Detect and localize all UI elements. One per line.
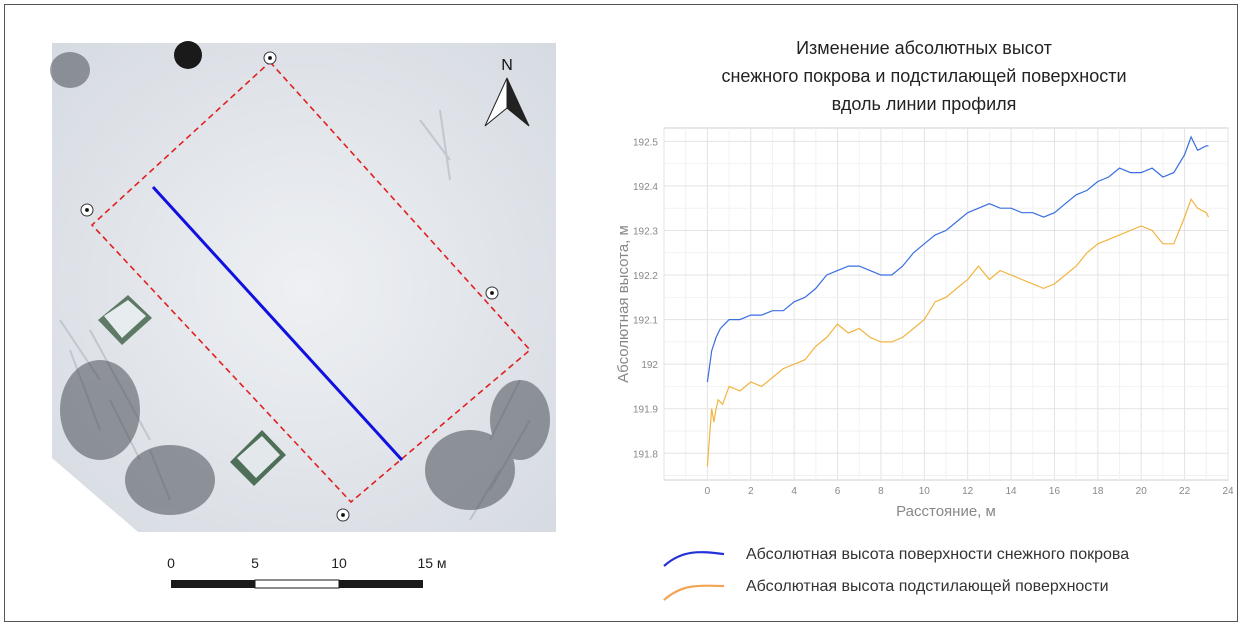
- y-tick-label: 192.4: [633, 182, 658, 193]
- x-tick-label: 8: [878, 486, 884, 497]
- aerial-photo-map: N 0 5 10 15 м: [50, 41, 556, 589]
- scale-label-0: 0: [167, 555, 175, 571]
- x-tick-label: 14: [1006, 486, 1018, 497]
- x-tick-label: 24: [1222, 486, 1234, 497]
- tree-clusters: [50, 52, 550, 515]
- y-tick-label: 191.9: [633, 405, 658, 416]
- y-axis-label: Абсолютная высота, м: [615, 225, 632, 383]
- y-tick-label: 191.8: [633, 449, 658, 460]
- x-tick-label: 22: [1179, 486, 1191, 497]
- scale-label-10: 10: [331, 555, 347, 571]
- well: [174, 41, 202, 69]
- y-tick-label: 192: [641, 360, 658, 371]
- control-point: [80, 51, 499, 522]
- chart-title-line-1: Изменение абсолютных высот: [796, 38, 1052, 58]
- photo-area: [52, 43, 556, 532]
- y-tick-label: 192.1: [633, 316, 658, 327]
- chart-title-line-3: вдоль линии профиля: [831, 94, 1017, 114]
- chart-title-line-2: снежного покрова и подстилающей поверхно…: [721, 66, 1127, 86]
- x-tick-label: 6: [835, 486, 841, 497]
- x-tick-label: 12: [962, 486, 974, 497]
- legend-label-snow: Абсолютная высота поверхности снежного п…: [746, 546, 1130, 563]
- x-tick-label: 18: [1092, 486, 1104, 497]
- x-tick-label: 0: [705, 486, 711, 497]
- y-tick-label: 192.5: [633, 137, 658, 148]
- legend-swatch-snow: [663, 551, 725, 567]
- y-tick-label: 192.3: [633, 226, 658, 237]
- series-line-snow: [706, 135, 1209, 383]
- x-tick-label: 2: [748, 486, 754, 497]
- plot-outline: [90, 60, 532, 504]
- legend-label-ground: Абсолютная высота подстилающей поверхнос…: [746, 578, 1109, 595]
- y-tick-label: 192.2: [633, 271, 658, 282]
- x-axis-label: Расстояние, м: [896, 503, 996, 520]
- profile-line: [151, 185, 404, 462]
- scale-label-15: 15 м: [417, 555, 446, 571]
- north-label: N: [501, 57, 513, 74]
- greenhouse-2: [230, 430, 286, 486]
- scale-label-5: 5: [251, 555, 259, 571]
- x-tick-label: 16: [1049, 486, 1061, 497]
- legend-swatch-ground: [663, 584, 725, 601]
- x-tick-label: 4: [791, 486, 797, 497]
- scale-bar: 0 5 10 15 м: [167, 555, 447, 589]
- x-tick-label: 20: [1136, 486, 1148, 497]
- greenhouse-1: [98, 295, 152, 345]
- north-arrow-icon: N: [484, 57, 530, 127]
- series-line-ground: [706, 198, 1210, 467]
- x-tick-label: 10: [919, 486, 931, 497]
